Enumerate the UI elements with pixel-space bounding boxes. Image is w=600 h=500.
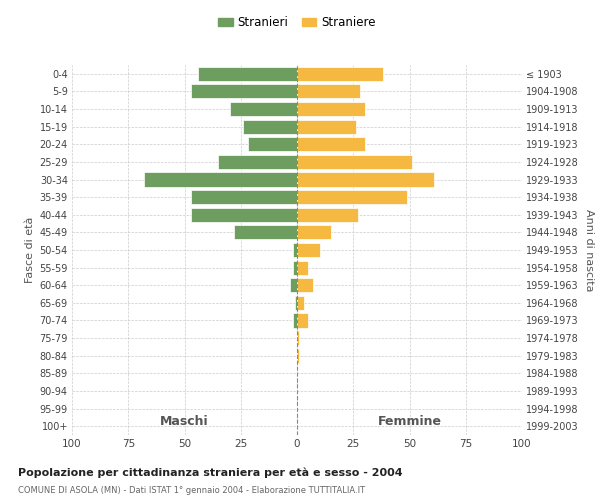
Bar: [297, 120, 355, 134]
Text: Popolazione per cittadinanza straniera per età e sesso - 2004: Popolazione per cittadinanza straniera p…: [18, 468, 403, 478]
Bar: [191, 208, 297, 222]
Bar: [297, 67, 383, 81]
Bar: [297, 296, 304, 310]
Bar: [191, 190, 297, 204]
Bar: [295, 296, 297, 310]
Bar: [297, 102, 365, 116]
Bar: [297, 84, 360, 98]
Bar: [297, 348, 299, 363]
Bar: [297, 243, 320, 257]
Bar: [191, 84, 297, 98]
Bar: [218, 155, 297, 169]
Bar: [198, 67, 297, 81]
Bar: [297, 260, 308, 274]
Bar: [297, 172, 434, 186]
Y-axis label: Fasce di età: Fasce di età: [25, 217, 35, 283]
Bar: [144, 172, 297, 186]
Text: COMUNE DI ASOLA (MN) - Dati ISTAT 1° gennaio 2004 - Elaborazione TUTTITALIA.IT: COMUNE DI ASOLA (MN) - Dati ISTAT 1° gen…: [18, 486, 365, 495]
Legend: Stranieri, Straniere: Stranieri, Straniere: [214, 12, 380, 34]
Bar: [234, 226, 297, 239]
Bar: [248, 137, 297, 152]
Bar: [297, 155, 412, 169]
Bar: [297, 226, 331, 239]
Bar: [229, 102, 297, 116]
Text: Maschi: Maschi: [160, 415, 209, 428]
Bar: [297, 190, 407, 204]
Bar: [293, 243, 297, 257]
Bar: [297, 278, 313, 292]
Bar: [243, 120, 297, 134]
Bar: [293, 314, 297, 328]
Bar: [297, 137, 365, 152]
Bar: [297, 208, 358, 222]
Text: Femmine: Femmine: [377, 415, 442, 428]
Y-axis label: Anni di nascita: Anni di nascita: [584, 209, 595, 291]
Bar: [293, 260, 297, 274]
Bar: [297, 314, 308, 328]
Bar: [290, 278, 297, 292]
Bar: [297, 331, 299, 345]
